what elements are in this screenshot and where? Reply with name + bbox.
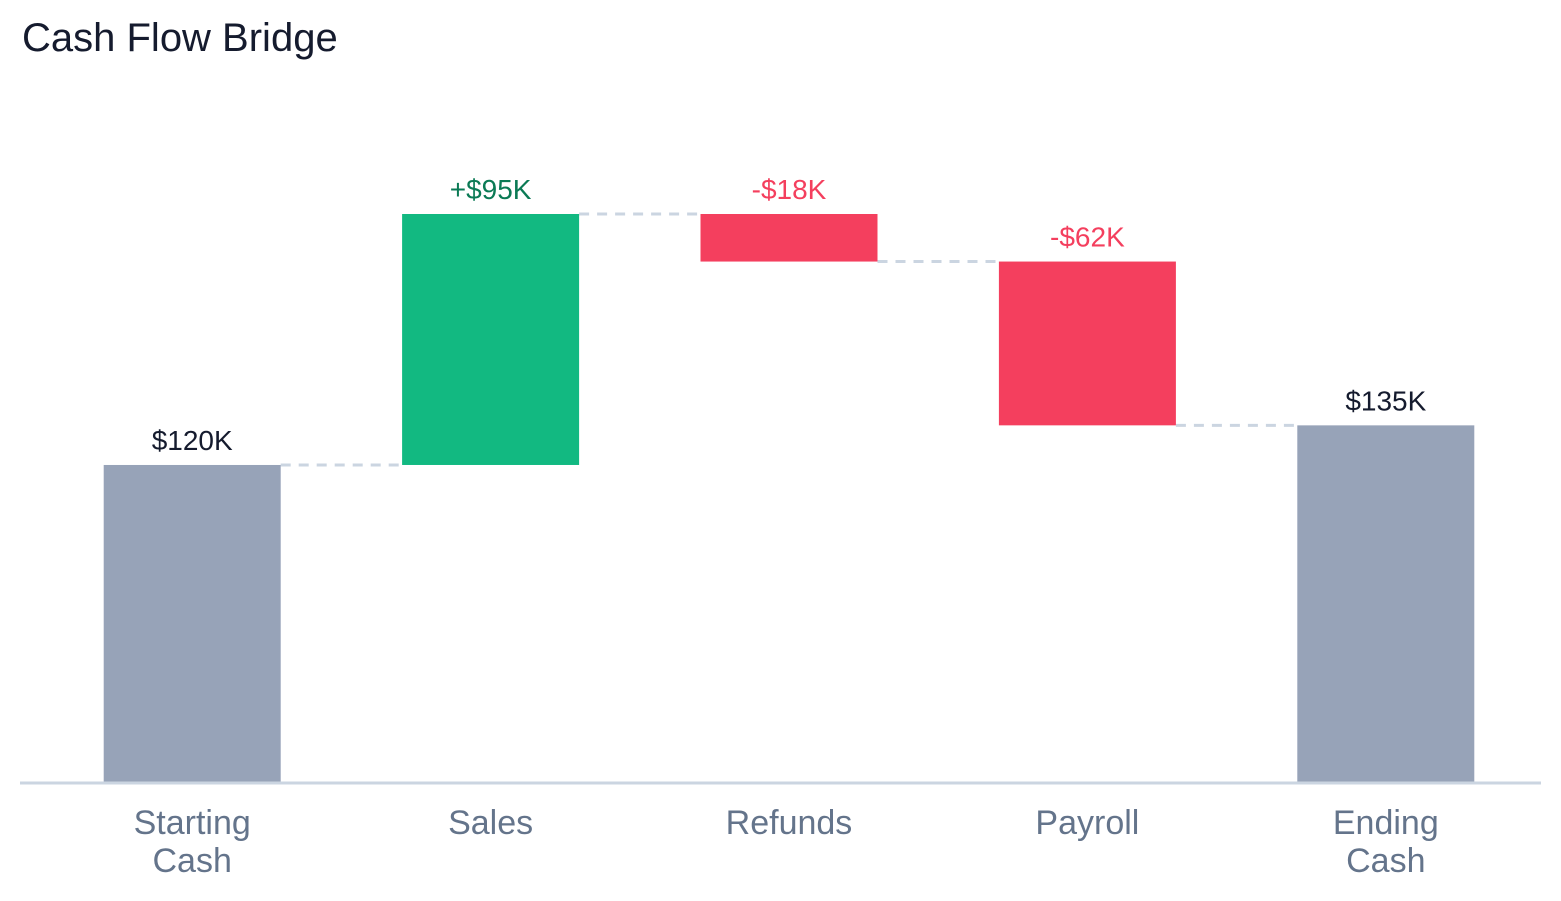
category-label-line: Cash [153,842,232,880]
data-label: $120K [152,425,233,456]
waterfall-bar [1297,425,1475,782]
bars [103,214,1475,782]
category-label-line: Sales [448,804,533,842]
category-label-line: Cash [1346,842,1425,880]
data-label: $135K [1345,385,1426,416]
category-label: Payroll [1035,804,1139,842]
data-label: +$95K [450,174,532,205]
waterfall-bar [998,261,1176,426]
category-label-line: Ending [1333,804,1439,842]
category-label-line: Refunds [726,804,853,842]
category-label: Starting Cash [134,804,251,880]
data-label: -$18K [752,174,827,205]
category-label: Sales [448,804,533,842]
category-label-line: Payroll [1035,804,1139,842]
value-labels: $120K +$95K -$18K -$62K $135K [152,174,1427,456]
category-label: Ending Cash [1333,804,1439,880]
data-label: -$62K [1050,222,1125,253]
chart-title: Cash Flow Bridge [22,16,338,60]
category-label-line: Starting [134,804,251,842]
category-label: Refunds [726,804,853,842]
waterfall-bar [103,464,281,782]
waterfall-bar [402,214,580,465]
connector-lines [280,212,1298,467]
waterfall-bar [700,214,878,262]
